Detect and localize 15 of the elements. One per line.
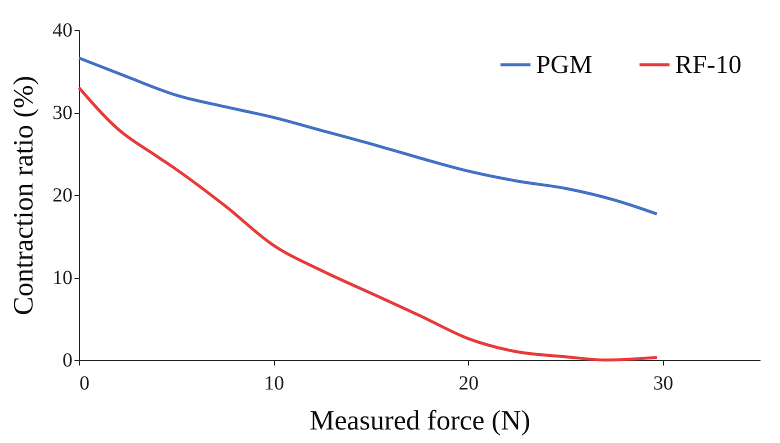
y-tick-label: 20 (52, 184, 72, 206)
legend-label: PGM (536, 50, 592, 79)
y-axis-title: Contraction ratio (%) (8, 76, 40, 316)
y-tick-label: 30 (52, 102, 72, 124)
x-tick-label: 20 (458, 372, 479, 394)
y-tick-label: 40 (52, 20, 72, 42)
x-axis-title: Measured force (N) (310, 406, 530, 436)
y-tick-label: 10 (52, 267, 72, 289)
x-tick-label: 0 (80, 372, 90, 394)
line-series (78, 56, 658, 216)
line-series (78, 86, 658, 362)
legend-label: RF-10 (675, 50, 742, 79)
x-tick-label: 30 (653, 372, 674, 394)
y-tick-label: 0 (62, 350, 72, 372)
x-tick-label: 10 (264, 372, 284, 394)
